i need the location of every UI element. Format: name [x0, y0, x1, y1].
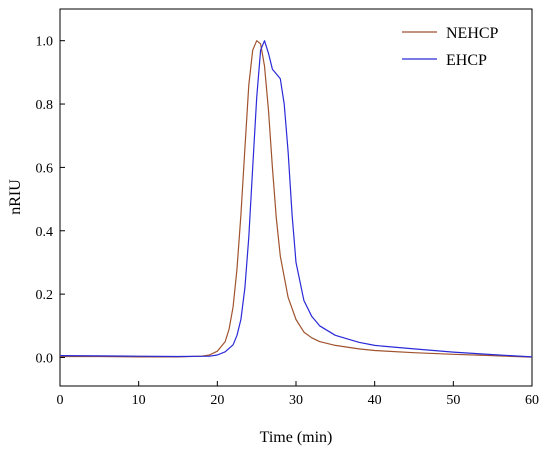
x-tick-label: 30 — [289, 393, 303, 408]
x-tick-label: 60 — [525, 393, 539, 408]
y-axis-ticks: 0.0 0.2 0.4 0.6 0.8 1.0 — [36, 35, 65, 366]
x-tick-label: 10 — [132, 393, 146, 408]
x-tick-label: 20 — [210, 393, 224, 408]
y-tick-label: 0.4 — [36, 225, 54, 240]
legend-label-nehcp: NEHCP — [446, 25, 499, 42]
x-tick-label: 40 — [368, 393, 382, 408]
y-tick-label: 0.6 — [36, 161, 54, 176]
x-axis-ticks: 0 10 20 30 40 50 60 — [57, 381, 539, 408]
y-tick-label: 1.0 — [36, 35, 54, 50]
y-axis-title: nRIU — [7, 179, 24, 215]
series-line-ehcp — [59, 40, 533, 358]
series-line-nehcp — [60, 40, 533, 358]
x-axis-title: Time (min) — [260, 429, 333, 446]
legend: NEHCP EHCP — [402, 25, 499, 69]
x-tick-label: 50 — [446, 393, 460, 408]
y-tick-label: 0.2 — [36, 288, 54, 303]
y-tick-label: 0.8 — [36, 98, 54, 113]
legend-label-ehcp: EHCP — [446, 52, 487, 69]
x-tick-label: 0 — [57, 393, 64, 408]
series-layer — [59, 40, 533, 358]
y-tick-label: 0.0 — [36, 351, 54, 366]
